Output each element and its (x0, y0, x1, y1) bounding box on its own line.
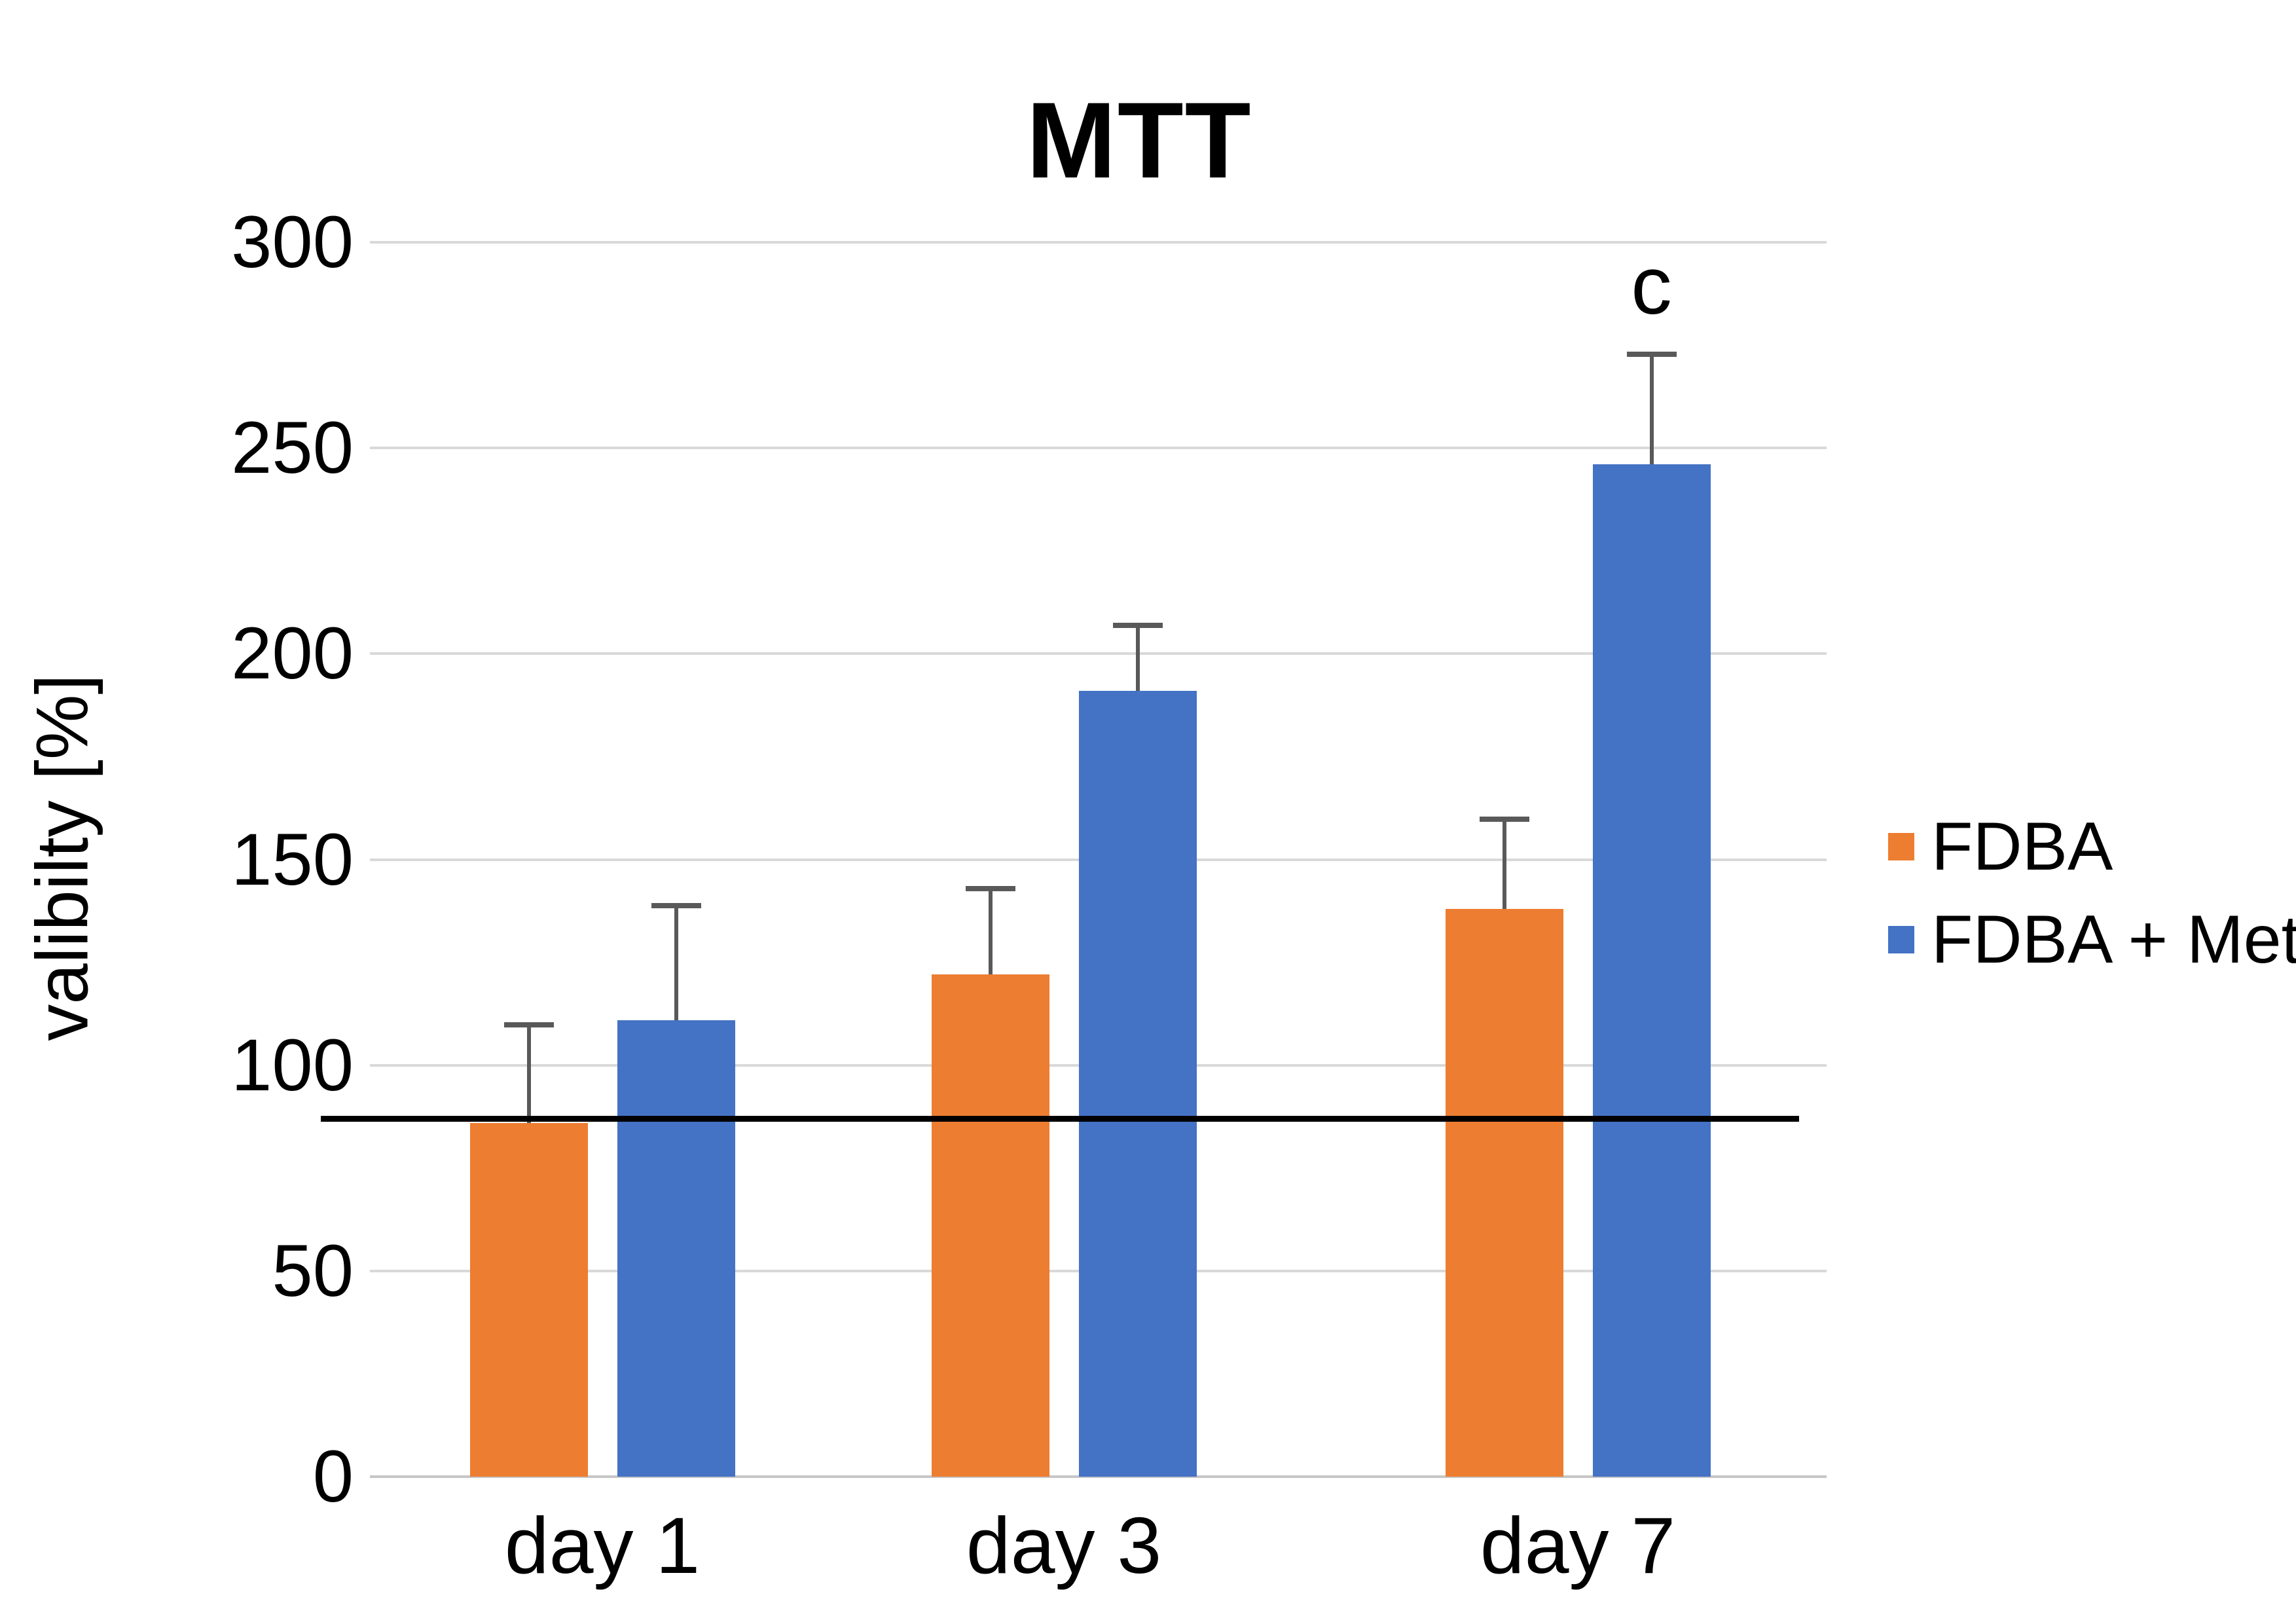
legend-label: FDBA + Met (1931, 902, 2296, 978)
error-bar-cap (1479, 816, 1529, 822)
y-tick-label-50: 50 (272, 1229, 354, 1312)
significance-annotation: c (1631, 240, 1672, 331)
bar-FDBA-day-3 (931, 974, 1049, 1477)
error-bar-cap (965, 886, 1015, 892)
y-tick-label-200: 200 (231, 612, 354, 695)
error-bar-stem (1649, 353, 1654, 465)
y-tick-label-250: 250 (231, 407, 354, 489)
error-bar-stem (674, 904, 678, 1020)
gridline-250 (370, 447, 1827, 450)
y-tick-label-0: 0 (312, 1435, 354, 1517)
legend-label: FDBA (1931, 809, 2113, 885)
x-axis-label-day-3: day 3 (966, 1501, 1162, 1590)
error-bar-stem (1502, 818, 1506, 909)
gridline-200 (370, 652, 1827, 655)
error-bar-stem (988, 888, 993, 975)
legend-item-FDBA: FDBA (1888, 811, 2296, 883)
bar-FDBA+Met-day-1 (617, 1020, 735, 1477)
y-tick-label-100: 100 (231, 1024, 354, 1106)
x-axis-label-day-1: day 1 (504, 1501, 701, 1590)
y-tick-label-300: 300 (231, 201, 354, 283)
reference-line (321, 1116, 1799, 1122)
error-bar-cap (1112, 623, 1163, 629)
error-bar-cap (651, 902, 701, 908)
chart-title: MTT (1026, 80, 1252, 200)
legend-swatch-FDBA+Met (1888, 926, 1914, 953)
y-tick-label-150: 150 (231, 818, 354, 900)
error-bar-stem (1135, 625, 1140, 691)
error-bar-stem (526, 1024, 531, 1123)
bar-FDBA-day-7 (1445, 908, 1563, 1477)
x-axis-label-day-7: day 7 (1480, 1501, 1676, 1590)
legend-swatch-FDBA (1888, 833, 1914, 860)
bar-FDBA+Met-day-3 (1078, 690, 1197, 1477)
legend-item-FDBA+Met: FDBA + Met (1888, 904, 2296, 976)
error-bar-cap (503, 1022, 554, 1027)
gridline-300 (370, 241, 1827, 244)
plot-area: c (321, 240, 1827, 1478)
error-bar-cap (1626, 351, 1677, 357)
bar-FDBA-day-1 (469, 1122, 588, 1477)
y-axis-title: valibilty [%] (21, 674, 103, 1041)
gridline-0 (370, 1475, 1827, 1478)
legend: FDBA FDBA + Met (1888, 811, 2296, 997)
bar-FDBA+Met-day-7 (1592, 464, 1711, 1477)
